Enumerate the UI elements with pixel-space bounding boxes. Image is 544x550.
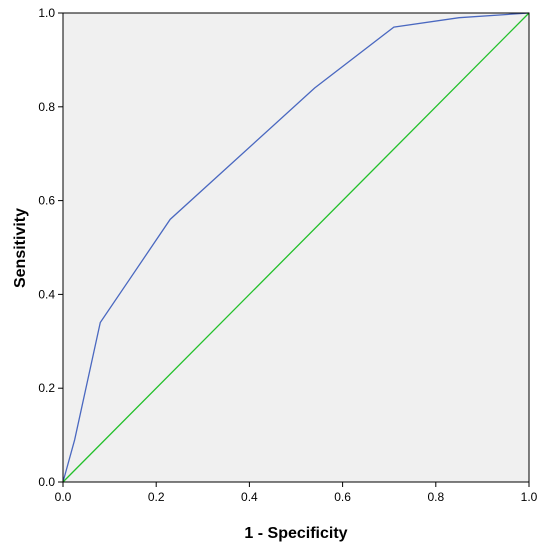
x-tick-label: 0.4	[241, 490, 258, 504]
y-tick-label: 0.0	[38, 475, 55, 489]
x-axis-title: 1 - Specificity	[244, 525, 347, 542]
y-tick-label: 1.0	[38, 6, 55, 20]
y-tick-label: 0.8	[38, 100, 55, 114]
series-layer	[62, 12, 530, 483]
y-tick-label: 0.4	[38, 287, 55, 301]
reference-line	[62, 12, 530, 483]
x-tick-label: 1.0	[521, 490, 538, 504]
x-axis: 0.0 0.2 0.4 0.6 0.8 1.0	[55, 482, 538, 504]
y-axis: 0.0 0.2 0.4 0.6 0.8 1.0	[38, 6, 63, 489]
y-tick-label: 0.2	[38, 381, 55, 395]
x-tick-label: 0.8	[427, 490, 444, 504]
y-axis-title: Sensitivity	[12, 208, 29, 288]
x-tick-label: 0.0	[55, 490, 72, 504]
x-tick-label: 0.2	[148, 490, 165, 504]
x-tick-label: 0.6	[334, 490, 351, 504]
y-tick-label: 0.6	[38, 194, 55, 208]
plot-frame	[62, 12, 530, 483]
roc-curve-line	[62, 12, 530, 483]
